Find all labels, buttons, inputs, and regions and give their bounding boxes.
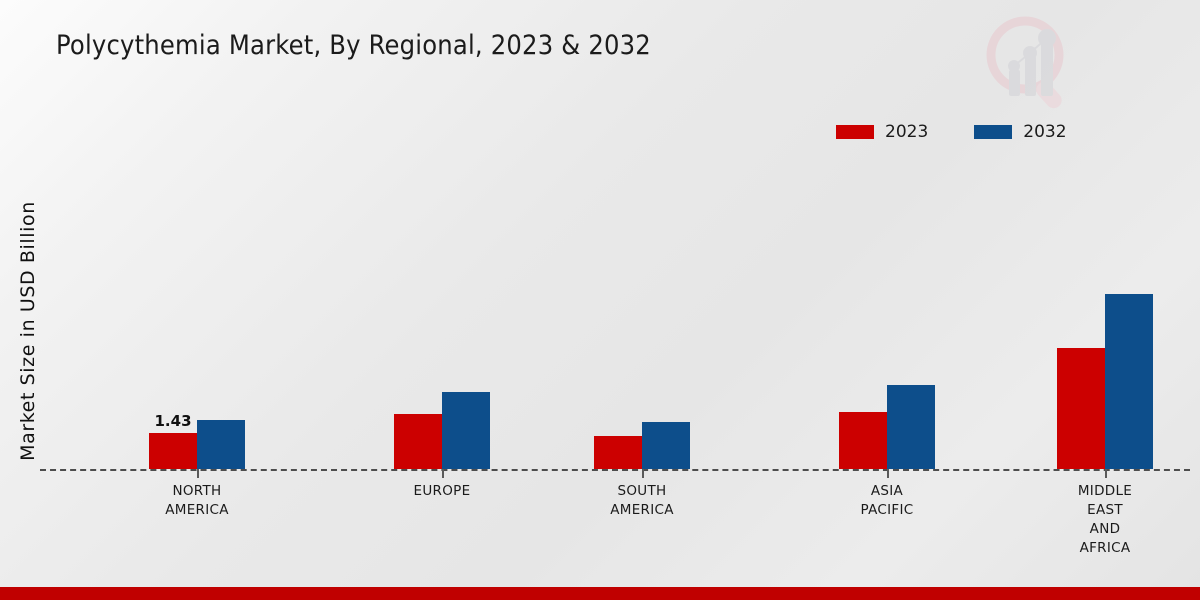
category-line: NORTH	[172, 483, 222, 499]
bar-2032-north-america[interactable]	[197, 420, 245, 469]
x-axis-category-label: ASIA PACIFIC	[797, 482, 977, 520]
category-line: AMERICA	[610, 502, 674, 518]
x-axis-category-label: NORTH AMERICA	[107, 482, 287, 520]
category-line: AMERICA	[165, 502, 229, 518]
bar-group	[1057, 294, 1153, 469]
category-line: AFRICA	[1079, 540, 1131, 556]
bar-group	[839, 385, 935, 469]
bar-2032-asia-pacific[interactable]	[887, 385, 935, 469]
x-axis-tick	[197, 469, 199, 478]
bar-2023-south-america[interactable]	[594, 436, 642, 469]
bar-2032-middle-east-and-africa[interactable]	[1105, 294, 1153, 469]
bar-2023-asia-pacific[interactable]	[839, 412, 887, 469]
chart-legend: 2023 2032	[836, 122, 1067, 142]
chart-title: Polycythemia Market, By Regional, 2023 &…	[56, 30, 651, 61]
x-axis-category-label: MIDDLE EAST AND AFRICA	[1015, 482, 1195, 558]
bar-group: 1.43	[149, 412, 245, 469]
bar-value-label: 1.43	[154, 412, 192, 430]
x-axis-tick	[887, 469, 889, 478]
x-axis-category-label: EUROPE	[352, 482, 532, 501]
category-line: SOUTH	[617, 483, 667, 499]
plot-area: 1.43 NORTH AMERICA EUROPE SOUTH AMERICA ASIA P…	[40, 150, 1190, 556]
x-axis-tick	[1105, 469, 1107, 478]
x-axis-tick	[442, 469, 444, 478]
category-line: AND	[1089, 521, 1121, 537]
bar-group	[394, 392, 490, 469]
bar-2023-north-america[interactable]: 1.43	[149, 412, 197, 469]
y-axis-label: Market Size in USD Billion	[17, 201, 39, 461]
category-line: ASIA	[870, 483, 904, 499]
category-line: MIDDLE	[1077, 483, 1133, 499]
market-research-future-logo	[986, 16, 1064, 109]
bar-2023-middle-east-and-africa[interactable]	[1057, 348, 1105, 469]
x-axis-tick	[642, 469, 644, 478]
legend-label-2032: 2032	[1023, 122, 1067, 142]
bar-2023-europe[interactable]	[394, 414, 442, 469]
category-line: EAST	[1087, 502, 1123, 518]
legend-label-2023: 2023	[885, 122, 929, 142]
bar-2032-south-america[interactable]	[642, 422, 690, 469]
legend-swatch-2032	[974, 125, 1013, 139]
legend-item-2032[interactable]: 2032	[974, 122, 1067, 142]
bar-group	[594, 422, 690, 469]
legend-item-2023[interactable]: 2023	[836, 122, 928, 142]
bar-2032-europe[interactable]	[442, 392, 490, 469]
legend-swatch-2023	[836, 125, 874, 139]
category-line: EUROPE	[413, 483, 471, 499]
category-line: PACIFIC	[860, 502, 914, 518]
x-axis-category-label: SOUTH AMERICA	[552, 482, 732, 520]
footer-bar	[0, 587, 1200, 600]
baseline-axis	[40, 469, 1190, 471]
